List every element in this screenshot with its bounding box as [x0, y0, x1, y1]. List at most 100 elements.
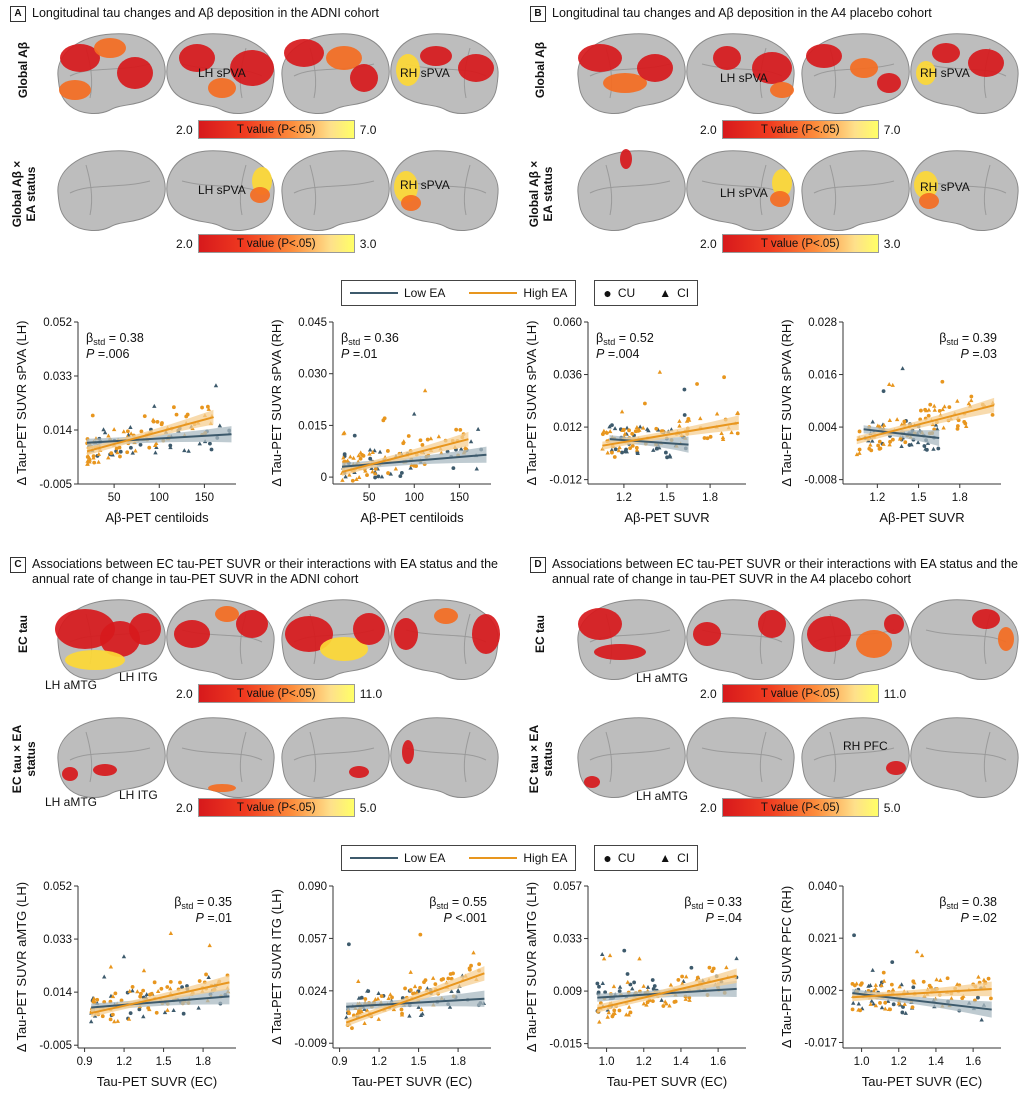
data-point-cu [418, 985, 422, 990]
data-point-cu [128, 1011, 133, 1016]
data-point-cu [921, 979, 926, 984]
data-point-cu [852, 933, 856, 938]
data-point-ci [474, 466, 479, 471]
region-label-lh-amtg: LH aMTG [45, 795, 98, 809]
y-axis-label: Δ Tau-PET SUVR PFC (RH) [779, 886, 794, 1048]
region-label-lh-amtg: LH aMTG [45, 678, 98, 692]
x-tick-label: 100 [150, 492, 169, 504]
data-point-ci [128, 431, 134, 436]
brain-sulcus [85, 164, 93, 216]
brain-view [686, 150, 795, 231]
y-tick-label: 0.045 [298, 317, 327, 329]
activation-blob [326, 46, 362, 70]
data-point-ci [626, 1004, 632, 1009]
data-point-ci [634, 425, 640, 430]
x-axis-label: Aβ-PET SUVR [879, 510, 964, 525]
data-point-cu [159, 422, 164, 427]
data-point-cu [363, 997, 368, 1001]
brain-view [801, 150, 910, 231]
brain-row-a1 [57, 33, 499, 114]
fit-line-low-ea [609, 438, 689, 446]
panel-letter: B [530, 6, 546, 22]
row-label-ec-tau-ea: EC tau × EA status [10, 724, 38, 794]
data-point-cu [368, 456, 373, 461]
data-point-cu [352, 433, 357, 438]
brain-row-b1 [577, 33, 1019, 114]
colorbar-d1: 2.0 T value (P<.05) 11.0 [700, 684, 906, 703]
data-point-cu [695, 382, 699, 386]
data-point-cu [654, 426, 659, 431]
data-point-ci [619, 409, 625, 414]
activation-blob [402, 740, 414, 764]
data-point-ci [883, 1006, 888, 1011]
data-point-ci [370, 469, 375, 474]
legend-bottom: Low EA High EA ● CU ▲ CI [341, 845, 699, 871]
data-point-cu [467, 966, 472, 971]
x-tick-label: 1.4 [928, 1056, 945, 1068]
region-label-rh-spva: RH sPVA [400, 178, 450, 192]
brain-view [577, 33, 686, 114]
data-point-ci [388, 471, 393, 476]
data-point-ci [854, 452, 860, 457]
activation-blob [807, 616, 851, 652]
activation-blob [350, 64, 378, 92]
data-point-cu [366, 989, 371, 993]
x-tick-label: 150 [450, 492, 469, 504]
data-point-cu [722, 375, 726, 380]
brain-surface [390, 33, 499, 114]
activation-blob [94, 38, 126, 58]
activation-blob [129, 613, 161, 645]
data-point-ci [130, 450, 135, 455]
data-point-cu [174, 412, 179, 417]
activation-blob [968, 49, 1004, 77]
data-point-ci [934, 977, 939, 982]
x-tick-label: 1.8 [450, 1056, 466, 1068]
data-point-ci [372, 448, 377, 453]
triangle-icon: ▲ [659, 851, 672, 865]
legend-label: High EA [523, 286, 568, 300]
y-tick-label: 0.016 [808, 370, 837, 382]
data-point-ci [637, 427, 642, 432]
data-point-cu [365, 473, 369, 477]
activation-blob [174, 620, 210, 648]
data-point-ci [969, 398, 974, 403]
data-point-ci [430, 975, 436, 980]
data-point-cu [850, 1007, 855, 1012]
activation-blob [886, 761, 906, 775]
data-point-cu [454, 427, 459, 432]
data-point-cu [130, 985, 135, 989]
data-point-ci [168, 986, 173, 991]
data-point-ci [108, 964, 114, 969]
activation-blob [770, 82, 794, 98]
data-point-ci [354, 477, 359, 482]
data-point-ci [363, 468, 368, 473]
brain-sulcus [405, 747, 487, 761]
data-point-cu [139, 429, 144, 434]
activation-blob [396, 54, 420, 86]
stat-beta: βstd = 0.35 [174, 895, 232, 911]
brain-sulcus [589, 180, 671, 194]
data-point-cu [625, 972, 630, 976]
brain-sulcus [181, 747, 263, 761]
activation-blob [603, 73, 647, 93]
x-tick-label: 1.5 [911, 492, 927, 504]
brain-surface [801, 150, 910, 231]
data-point-ci [607, 424, 612, 429]
stat-p: P =.04 [706, 911, 743, 925]
data-point-ci [684, 418, 690, 423]
data-point-cu [398, 474, 403, 479]
panel-letter: A [10, 6, 26, 22]
data-point-ci [344, 1015, 349, 1020]
brain-view [281, 33, 390, 114]
data-point-ci [605, 1014, 610, 1019]
data-point-ci [612, 1010, 617, 1015]
brain-sulcus [239, 731, 247, 783]
data-point-cu [926, 413, 931, 418]
data-point-ci [979, 1017, 984, 1022]
legend-label: Low EA [404, 851, 446, 865]
row-label-ec-tau: EC tau [533, 615, 547, 654]
data-point-ci [401, 439, 406, 444]
data-point-ci [111, 427, 117, 432]
y-tick-label: 0.057 [298, 933, 327, 945]
legend-top: Low EA High EA ● CU ▲ CI [341, 280, 699, 306]
